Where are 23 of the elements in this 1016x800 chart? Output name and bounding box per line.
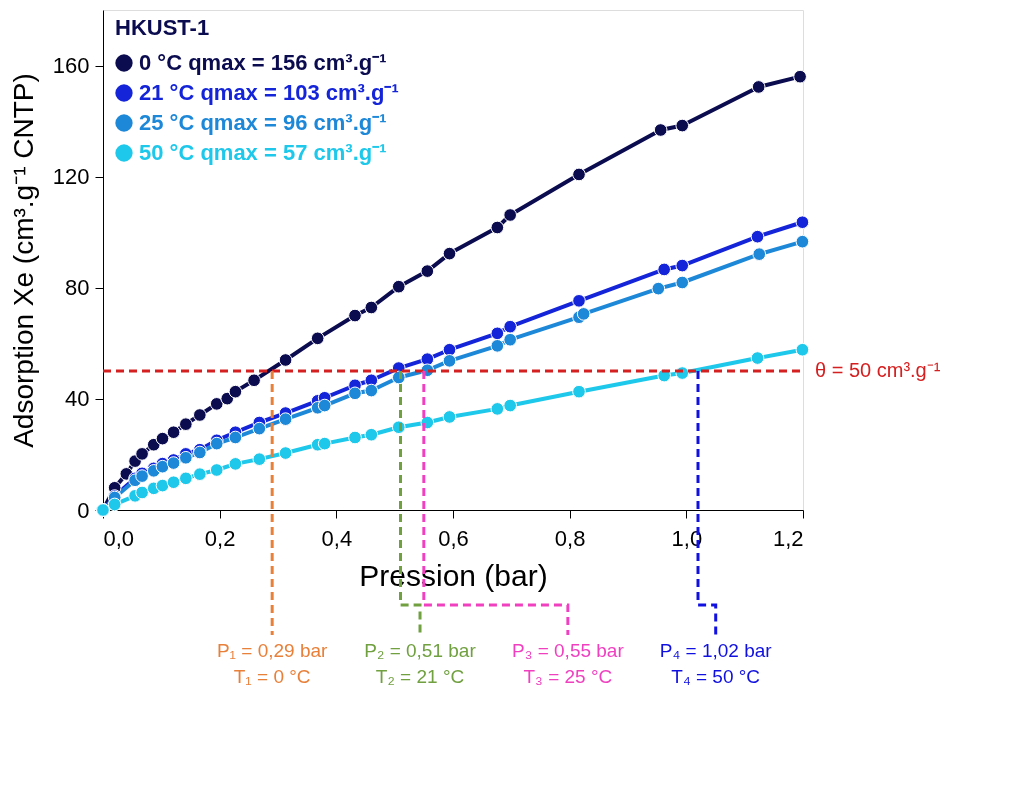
ref-line-label: P₄ = 1,02 bar T₄ = 50 °C — [659, 640, 773, 687]
legend-title: HKUST-1 — [115, 15, 210, 40]
ref-line-label: θ = 50 cm³.g⁻¹ — [815, 359, 941, 382]
ref-line-label: P₂ = 0,51 bar T₂ = 21 °C — [364, 640, 477, 687]
x-tick-label: 0,8 — [554, 525, 586, 551]
x-tick-label: 0,4 — [321, 525, 353, 551]
y-axis-title: Adsorption Xe (cm³.g⁻¹ CNTP) — [7, 73, 39, 448]
x-tick-label: 1,2 — [772, 525, 804, 551]
legend-label: 0 °C qmax = 156 cm³.g⁻¹ — [139, 50, 387, 75]
ref-line-label: P₃ = 0,55 bar T₃ = 25 °C — [511, 640, 625, 687]
y-tick-label: 0 — [77, 497, 90, 523]
legend-label: 25 °C qmax = 96 cm³.g⁻¹ — [139, 110, 387, 135]
y-tick-label: 160 — [52, 53, 90, 79]
legend-label: 50 °C qmax = 57 cm³.g⁻¹ — [139, 140, 387, 165]
y-tick-label: 80 — [65, 275, 90, 301]
y-tick-label: 120 — [52, 164, 90, 190]
ref-line-label: P₁ = 0,29 bar T₁ = 0 °C — [216, 640, 329, 687]
x-tick-label: 0,6 — [438, 525, 469, 551]
x-axis-title: Pression (bar) — [359, 558, 548, 592]
legend-label: 21 °C qmax = 103 cm³.g⁻¹ — [139, 80, 399, 105]
x-tick-label: 0,0 — [103, 525, 135, 551]
x-tick-label: 0,2 — [204, 525, 236, 551]
y-tick-label: 40 — [65, 386, 90, 412]
